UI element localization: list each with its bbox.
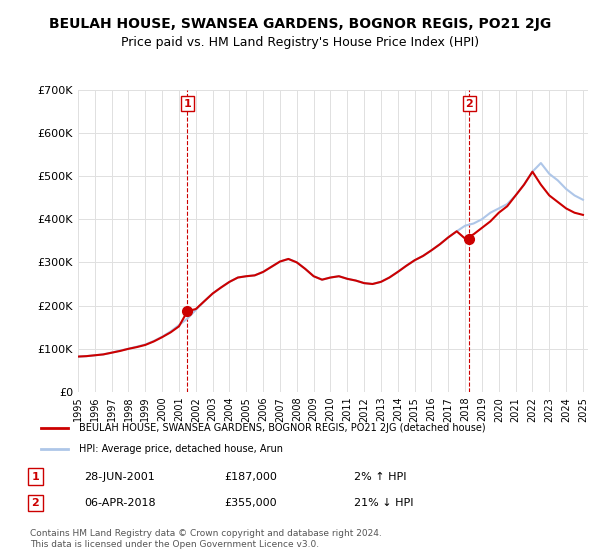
Text: £187,000: £187,000 xyxy=(224,472,277,482)
Text: 2% ↑ HPI: 2% ↑ HPI xyxy=(354,472,407,482)
Text: BEULAH HOUSE, SWANSEA GARDENS, BOGNOR REGIS, PO21 2JG: BEULAH HOUSE, SWANSEA GARDENS, BOGNOR RE… xyxy=(49,17,551,31)
Text: 2: 2 xyxy=(32,498,39,508)
Text: 2: 2 xyxy=(466,99,473,109)
Text: 06-APR-2018: 06-APR-2018 xyxy=(84,498,155,508)
Text: Contains HM Land Registry data © Crown copyright and database right 2024.
This d: Contains HM Land Registry data © Crown c… xyxy=(30,529,382,549)
Text: BEULAH HOUSE, SWANSEA GARDENS, BOGNOR REGIS, PO21 2JG (detached house): BEULAH HOUSE, SWANSEA GARDENS, BOGNOR RE… xyxy=(79,423,485,433)
Text: HPI: Average price, detached house, Arun: HPI: Average price, detached house, Arun xyxy=(79,444,283,454)
Text: £355,000: £355,000 xyxy=(224,498,277,508)
Text: 28-JUN-2001: 28-JUN-2001 xyxy=(84,472,155,482)
Text: 1: 1 xyxy=(32,472,39,482)
Text: 21% ↓ HPI: 21% ↓ HPI xyxy=(354,498,413,508)
Text: 1: 1 xyxy=(184,99,191,109)
Text: Price paid vs. HM Land Registry's House Price Index (HPI): Price paid vs. HM Land Registry's House … xyxy=(121,36,479,49)
